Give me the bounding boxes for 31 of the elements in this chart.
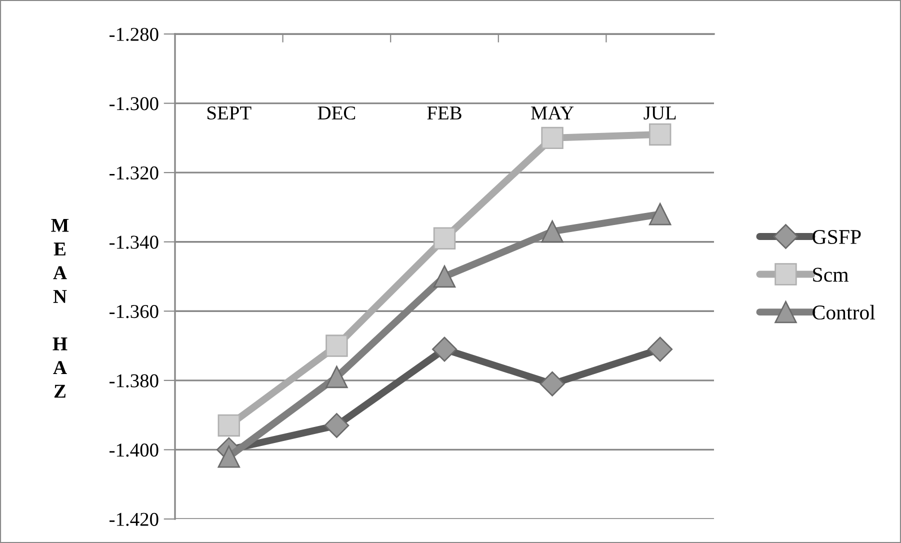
point — [433, 227, 456, 250]
point — [433, 265, 456, 288]
point — [648, 123, 672, 146]
y-tick-label: -1.360 — [110, 304, 158, 318]
point — [326, 334, 348, 357]
x-tick-label: FEB — [427, 106, 462, 120]
point — [324, 412, 350, 438]
x-tick-label: MAY — [531, 106, 574, 120]
x-tick-label: DEC — [318, 106, 356, 120]
point — [648, 336, 673, 362]
point — [541, 126, 564, 150]
point — [326, 366, 348, 388]
point — [432, 336, 457, 362]
y-tick-label: -1.300 — [110, 97, 158, 110]
y-tick-label: -1.280 — [110, 28, 158, 42]
y-tick-label: -1.380 — [110, 374, 158, 388]
legend-label: GSFP — [812, 230, 861, 244]
x-tick-label: SEPT — [208, 106, 252, 120]
legend-label: Scm — [813, 268, 848, 282]
y-tick-label: -1.340 — [110, 236, 158, 249]
y-tick-label: -1.320 — [110, 166, 158, 180]
y-tick-label: -1.400 — [110, 444, 158, 457]
x-tick-label: JUL — [644, 106, 676, 120]
point — [218, 446, 240, 468]
y-tick-label: -1.420 — [110, 512, 158, 526]
point — [540, 371, 565, 396]
text: MEAN HAZ — [51, 218, 69, 398]
legend-label: Control — [812, 304, 876, 320]
point — [218, 414, 240, 437]
point — [541, 220, 564, 243]
point — [648, 203, 672, 226]
